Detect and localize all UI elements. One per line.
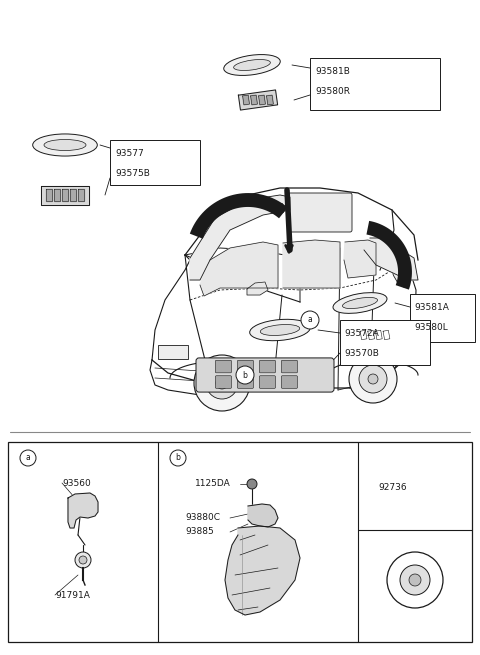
- FancyBboxPatch shape: [238, 360, 253, 373]
- Bar: [410, 294, 475, 342]
- FancyBboxPatch shape: [281, 360, 298, 373]
- Polygon shape: [190, 195, 290, 280]
- Polygon shape: [283, 240, 340, 288]
- Ellipse shape: [342, 297, 378, 309]
- Circle shape: [368, 374, 378, 384]
- FancyBboxPatch shape: [216, 376, 231, 388]
- Ellipse shape: [260, 324, 300, 335]
- Text: 93577: 93577: [115, 149, 144, 157]
- Text: 93570B: 93570B: [344, 348, 379, 358]
- FancyBboxPatch shape: [196, 358, 334, 392]
- Polygon shape: [70, 189, 76, 200]
- Polygon shape: [344, 240, 376, 278]
- Circle shape: [409, 574, 421, 586]
- Polygon shape: [364, 238, 418, 280]
- Polygon shape: [259, 95, 265, 105]
- Text: 93880C: 93880C: [185, 514, 220, 523]
- Text: b: b: [176, 453, 180, 462]
- Polygon shape: [78, 189, 84, 200]
- FancyBboxPatch shape: [259, 376, 276, 388]
- Text: a: a: [308, 316, 312, 324]
- Circle shape: [206, 367, 238, 399]
- Polygon shape: [251, 95, 257, 105]
- Circle shape: [387, 552, 443, 608]
- Circle shape: [194, 355, 250, 411]
- FancyBboxPatch shape: [238, 376, 253, 388]
- Polygon shape: [68, 493, 98, 528]
- Ellipse shape: [44, 140, 86, 151]
- Text: 93580L: 93580L: [414, 322, 448, 331]
- Ellipse shape: [224, 54, 280, 75]
- Polygon shape: [360, 330, 367, 340]
- Circle shape: [20, 450, 36, 466]
- Text: 93581B: 93581B: [315, 67, 350, 77]
- Text: 93575B: 93575B: [115, 168, 150, 178]
- FancyBboxPatch shape: [259, 360, 276, 373]
- Polygon shape: [266, 95, 273, 105]
- Text: 93885: 93885: [185, 527, 214, 536]
- Ellipse shape: [333, 293, 387, 313]
- Polygon shape: [62, 189, 68, 200]
- Circle shape: [400, 565, 430, 595]
- Circle shape: [75, 552, 91, 568]
- Ellipse shape: [33, 134, 97, 156]
- Ellipse shape: [234, 60, 270, 71]
- Text: 92736: 92736: [378, 483, 407, 493]
- Text: 93560: 93560: [62, 479, 91, 487]
- Polygon shape: [46, 189, 52, 200]
- Text: 93580R: 93580R: [315, 88, 350, 96]
- Bar: [340, 320, 430, 365]
- Polygon shape: [200, 242, 278, 296]
- Text: 1125DA: 1125DA: [195, 479, 231, 487]
- Bar: [8, 442, 472, 642]
- Text: 91791A: 91791A: [55, 591, 90, 599]
- Polygon shape: [239, 90, 277, 110]
- Text: 93572A: 93572A: [344, 329, 379, 337]
- Circle shape: [236, 366, 254, 384]
- Bar: [158, 345, 188, 359]
- Polygon shape: [356, 325, 394, 345]
- Polygon shape: [368, 330, 374, 340]
- Circle shape: [359, 365, 387, 393]
- Circle shape: [216, 377, 228, 389]
- Polygon shape: [375, 330, 382, 340]
- Polygon shape: [383, 330, 390, 340]
- Ellipse shape: [390, 253, 410, 287]
- Circle shape: [79, 556, 87, 564]
- Ellipse shape: [250, 319, 310, 341]
- FancyBboxPatch shape: [281, 376, 298, 388]
- Circle shape: [349, 355, 397, 403]
- Circle shape: [247, 479, 257, 489]
- Polygon shape: [247, 282, 268, 295]
- Circle shape: [301, 311, 319, 329]
- Polygon shape: [243, 95, 250, 105]
- Polygon shape: [41, 185, 89, 204]
- Circle shape: [170, 450, 186, 466]
- Bar: [110, 140, 200, 185]
- FancyBboxPatch shape: [216, 360, 231, 373]
- Bar: [310, 58, 440, 110]
- Polygon shape: [248, 504, 278, 527]
- FancyBboxPatch shape: [288, 193, 352, 232]
- Text: 93581A: 93581A: [414, 303, 449, 312]
- Polygon shape: [54, 189, 60, 200]
- Polygon shape: [225, 526, 300, 615]
- Text: a: a: [25, 453, 30, 462]
- Text: b: b: [242, 371, 247, 379]
